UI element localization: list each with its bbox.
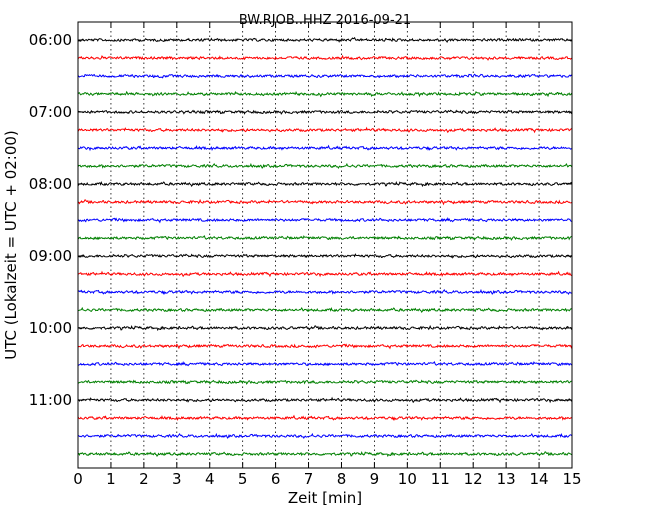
trace-1115: [77, 414, 573, 421]
trace-1145: [77, 451, 573, 458]
trace-1015: [77, 343, 573, 350]
x-axis-title: Zeit [min]: [288, 489, 362, 507]
trace-0615: [77, 54, 573, 61]
x-tick-label: 1: [106, 470, 116, 488]
plot-frame: [77, 21, 573, 469]
trace-0800: [77, 181, 573, 188]
trace-0815: [77, 198, 573, 206]
trace-1045: [77, 379, 573, 385]
y-axis-title: UTC (Lokalzeit = UTC + 02:00): [2, 130, 20, 360]
trace-1000: [77, 324, 573, 332]
y-tick-label: 09:00: [29, 247, 72, 265]
x-tick-label: 10: [398, 470, 417, 488]
x-tick-label: 14: [530, 470, 549, 488]
trace-0715: [77, 126, 573, 134]
ticks-layer: 0 1 2 3 4 5 6 7 8 9 10 11 12 13 14 1506:0007:0008:0009:…: [29, 22, 582, 488]
x-tick-label: 13: [497, 470, 516, 488]
grid-layer: [110, 22, 540, 468]
traces-layer: [77, 36, 573, 458]
x-tick-label: 11: [431, 470, 450, 488]
trace-0930: [77, 288, 573, 295]
x-tick-label: 6: [271, 470, 281, 488]
trace-0915: [77, 270, 573, 278]
trace-0845: [77, 235, 573, 241]
x-tick-label: 2: [139, 470, 149, 488]
trace-0730: [77, 144, 573, 152]
y-tick-label: 08:00: [29, 175, 72, 193]
trace-1030: [77, 361, 573, 367]
trace-1130: [77, 432, 573, 439]
trace-1100: [77, 396, 573, 404]
trace-0700: [77, 109, 573, 115]
trace-0945: [77, 306, 573, 313]
trace-0600: [77, 36, 573, 44]
chart-title: BW.RJOB..HHZ 2016-09-21: [239, 13, 411, 28]
x-tick-label: 9: [370, 470, 380, 488]
x-tick-label: 3: [172, 470, 182, 488]
trace-0745: [77, 162, 573, 169]
y-tick-label: 10:00: [29, 319, 72, 337]
trace-0645: [77, 90, 573, 98]
x-tick-label: 12: [464, 470, 483, 488]
x-tick-label: 0: [73, 470, 83, 488]
x-tick-label: 4: [205, 470, 215, 488]
y-tick-label: 07:00: [29, 103, 72, 121]
x-tick-label: 15: [562, 470, 581, 488]
trace-0830: [77, 217, 573, 224]
x-tick-label: 8: [337, 470, 347, 488]
x-tick-label: 5: [238, 470, 248, 488]
x-tick-label: 7: [304, 470, 314, 488]
y-tick-label: 06:00: [29, 31, 72, 49]
trace-0900: [77, 253, 573, 259]
y-tick-label: 11:00: [29, 391, 72, 409]
trace-0630: [77, 73, 573, 79]
